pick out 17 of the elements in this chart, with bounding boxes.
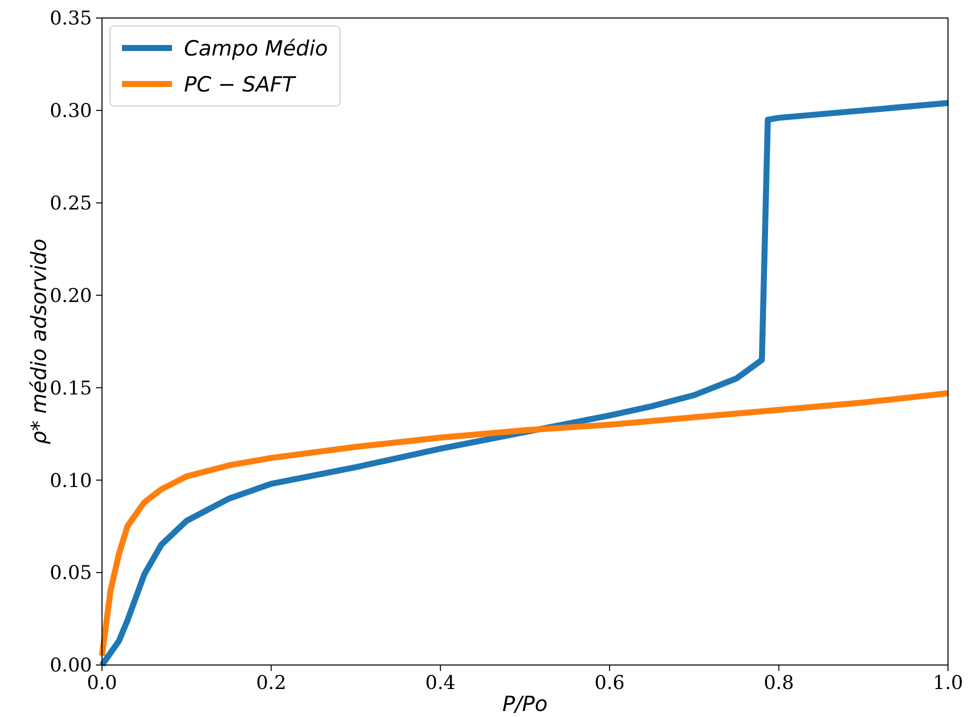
y-tick-label: 0.20 xyxy=(50,284,92,307)
y-tick-label: 0.35 xyxy=(50,8,92,30)
x-axis-title: P/Po xyxy=(502,692,548,716)
x-tick-label: 0.4 xyxy=(425,672,456,694)
y-axis-title: ρ* médio adsorvido xyxy=(27,238,51,444)
y-tick-label: 0.05 xyxy=(50,562,92,584)
x-tick-label: 0.8 xyxy=(764,672,794,694)
legend-label: PC − SAFT xyxy=(184,72,298,96)
y-tick-label: 0.25 xyxy=(50,192,92,215)
y-tick-label: 0.30 xyxy=(50,100,92,122)
y-tick-label: 0.15 xyxy=(50,377,92,400)
x-tick-label: 1.0 xyxy=(932,672,964,694)
legend-label: Campo Médio xyxy=(184,36,328,60)
x-tick-label: 0.6 xyxy=(594,672,625,694)
x-tick-label: 0.2 xyxy=(256,672,286,694)
y-tick-label: 0.10 xyxy=(50,470,92,492)
x-tick-label: 0.0 xyxy=(86,672,118,694)
